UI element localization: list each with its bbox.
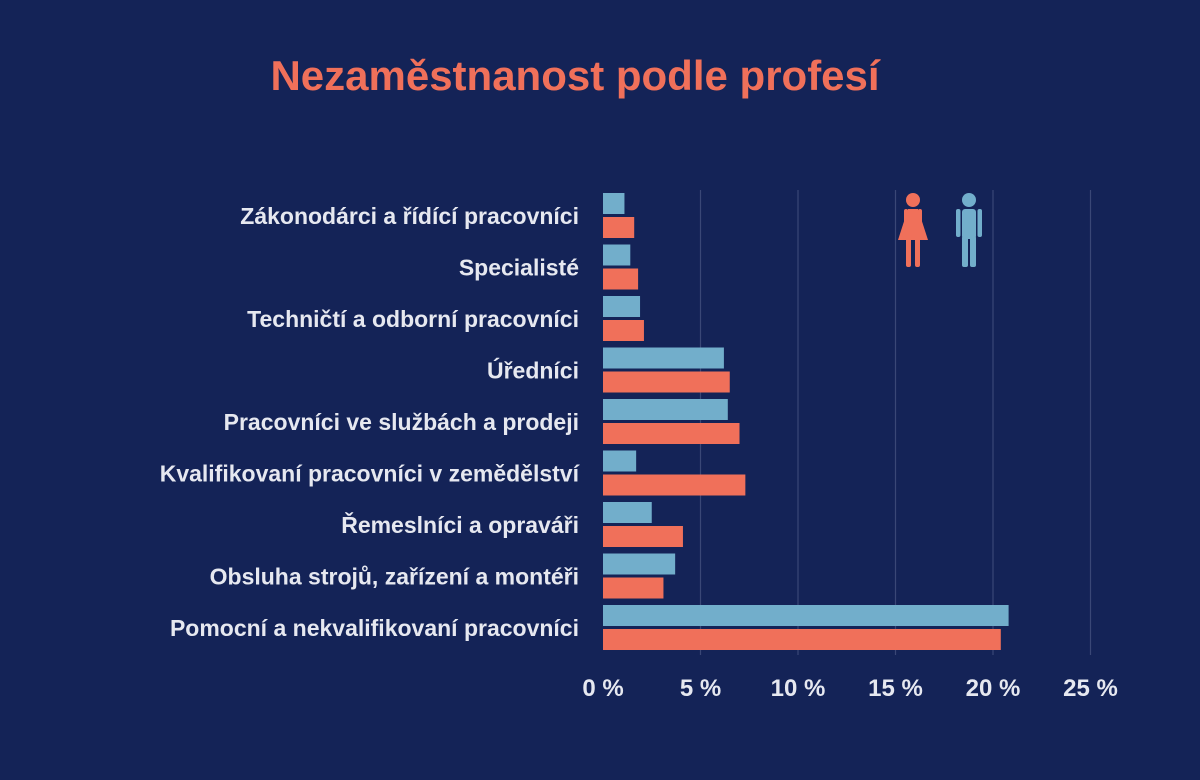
bar-men: [603, 296, 641, 317]
category-label: Obsluha strojů, zařízení a montéři: [210, 564, 579, 590]
grid-lines: [699, 190, 1092, 655]
bars: [603, 193, 1009, 650]
bar-women: [603, 268, 639, 290]
category-label: Pracovníci ve službách a prodeji: [224, 409, 579, 435]
x-tick-label: 0 %: [582, 675, 623, 702]
category-label: Pomocní a nekvalifikovaní pracovníci: [170, 615, 579, 641]
bar-women: [603, 577, 664, 599]
woman-icon: [898, 193, 928, 267]
category-labels: Zákonodárci a řídící pracovníci Specialis…: [160, 203, 581, 641]
bar-women: [603, 371, 730, 393]
category-label: Zákonodárci a řídící pracovníci: [240, 203, 579, 229]
x-axis-tick-labels: 0 % 5 % 10 % 15 % 20 % 25 %: [582, 675, 1118, 702]
man-icon: [956, 193, 982, 267]
x-tick-label: 15 %: [868, 675, 923, 702]
bar-women: [603, 423, 740, 444]
bar-men: [603, 502, 652, 523]
bar-women: [603, 526, 683, 547]
legend: [898, 193, 982, 267]
x-tick-label: 10 %: [771, 675, 826, 702]
category-label: Kvalifikovaní pracovníci v zemědělství: [160, 461, 581, 487]
x-tick-label: 20 %: [966, 675, 1021, 702]
bar-men: [603, 347, 724, 369]
bar-men: [603, 605, 1009, 626]
bar-women: [603, 629, 1001, 650]
category-label: Úředníci: [487, 357, 579, 384]
x-tick-label: 5 %: [680, 675, 721, 702]
bar-women: [603, 217, 635, 238]
bar-men: [603, 399, 728, 420]
bar-men: [603, 553, 676, 575]
x-tick-label: 25 %: [1063, 675, 1118, 702]
category-label: Řemeslníci a opraváři: [341, 511, 579, 538]
category-label: Specialisté: [459, 255, 579, 281]
chart-title: Nezaměstnanost podle profesí: [270, 52, 880, 99]
bar-men: [603, 193, 625, 214]
bar-women: [603, 320, 644, 341]
bar-men: [603, 450, 637, 472]
bar-men: [603, 244, 631, 266]
bar-women: [603, 474, 746, 496]
category-label: Techničtí a odborní pracovníci: [247, 306, 579, 332]
